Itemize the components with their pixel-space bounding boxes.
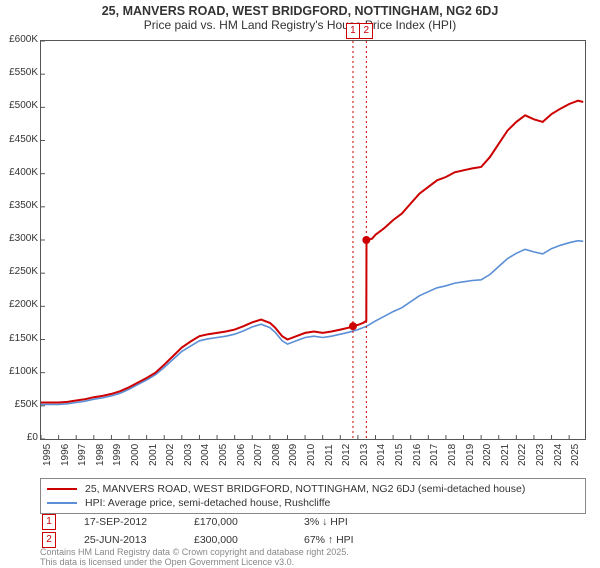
marker-box-2: 2 xyxy=(359,23,373,39)
legend-box: 25, MANVERS ROAD, WEST BRIDGFORD, NOTTIN… xyxy=(40,478,586,514)
x-axis-label: 1999 xyxy=(112,446,123,466)
x-axis-label: 2022 xyxy=(517,446,528,466)
footer-attribution: Contains HM Land Registry data © Crown c… xyxy=(40,548,349,568)
x-axis-label: 2016 xyxy=(412,446,423,466)
x-axis-label: 2015 xyxy=(394,446,405,466)
sale-pct-2: 67% ↑ HPI xyxy=(304,534,384,546)
x-axis-label: 2008 xyxy=(271,446,282,466)
y-axis-label: £400K xyxy=(0,167,38,178)
sale-row-2: 2 25-JUN-2013 £300,000 67% ↑ HPI xyxy=(40,532,586,548)
x-axis-label: 2004 xyxy=(200,446,211,466)
y-axis-label: £600K xyxy=(0,34,38,45)
chart-svg xyxy=(41,41,585,439)
x-axis-label: 2025 xyxy=(570,446,581,466)
legend-swatch-series1 xyxy=(47,488,77,491)
series-price_paid xyxy=(41,101,583,403)
x-axis-label: 2007 xyxy=(253,446,264,466)
y-axis-label: £200K xyxy=(0,299,38,310)
x-axis-label: 2002 xyxy=(165,446,176,466)
x-axis-label: 2000 xyxy=(130,446,141,466)
y-axis-label: £250K xyxy=(0,266,38,277)
x-axis-label: 2003 xyxy=(183,446,194,466)
x-axis-label: 1995 xyxy=(42,446,53,466)
x-axis-label: 2021 xyxy=(500,446,511,466)
x-axis-label: 2001 xyxy=(148,446,159,466)
price-chart: 12 xyxy=(40,40,586,440)
x-axis-label: 1997 xyxy=(77,446,88,466)
y-axis-label: £50K xyxy=(0,399,38,410)
sale-price-2: £300,000 xyxy=(194,534,304,546)
x-axis-label: 1998 xyxy=(95,446,106,466)
x-axis-label: 2013 xyxy=(359,446,370,466)
y-axis-label: £450K xyxy=(0,134,38,145)
x-axis-label: 2020 xyxy=(482,446,493,466)
y-axis-label: £500K xyxy=(0,100,38,111)
y-axis-label: £550K xyxy=(0,67,38,78)
x-axis-label: 2018 xyxy=(447,446,458,466)
x-axis-label: 2011 xyxy=(324,446,335,466)
x-axis-label: 2023 xyxy=(535,446,546,466)
legend-label-series2: HPI: Average price, semi-detached house,… xyxy=(85,497,330,509)
series-hpi xyxy=(41,241,583,405)
x-axis-label: 2006 xyxy=(236,446,247,466)
x-axis-label: 2024 xyxy=(553,446,564,466)
x-axis-label: 2019 xyxy=(465,446,476,466)
sale-price-1: £170,000 xyxy=(194,516,304,528)
marker-box-1: 1 xyxy=(346,23,360,39)
sale-date-2: 25-JUN-2013 xyxy=(84,534,194,546)
y-axis-label: £150K xyxy=(0,333,38,344)
sale-row-1: 1 17-SEP-2012 £170,000 3% ↓ HPI xyxy=(40,514,586,530)
x-axis-label: 2014 xyxy=(376,446,387,466)
x-axis-label: 2012 xyxy=(341,446,352,466)
x-axis-label: 1996 xyxy=(60,446,71,466)
x-axis-label: 2009 xyxy=(288,446,299,466)
legend-swatch-series2 xyxy=(47,502,77,504)
x-axis-label: 2017 xyxy=(429,446,440,466)
x-axis-label: 2005 xyxy=(218,446,229,466)
marker-dot-2 xyxy=(362,236,370,244)
y-axis-label: £300K xyxy=(0,233,38,244)
title-line-2: Price paid vs. HM Land Registry's House … xyxy=(0,18,600,32)
title-line-1: 25, MANVERS ROAD, WEST BRIDGFORD, NOTTIN… xyxy=(0,4,600,18)
sale-marker-1: 1 xyxy=(42,514,56,530)
y-axis-label: £0 xyxy=(0,432,38,443)
sale-date-1: 17-SEP-2012 xyxy=(84,516,194,528)
legend-label-series1: 25, MANVERS ROAD, WEST BRIDGFORD, NOTTIN… xyxy=(85,483,525,495)
y-axis-label: £100K xyxy=(0,366,38,377)
sale-pct-1: 3% ↓ HPI xyxy=(304,516,384,528)
x-axis-label: 2010 xyxy=(306,446,317,466)
y-axis-label: £350K xyxy=(0,200,38,211)
sale-marker-2: 2 xyxy=(42,532,56,548)
marker-dot-1 xyxy=(349,322,357,330)
